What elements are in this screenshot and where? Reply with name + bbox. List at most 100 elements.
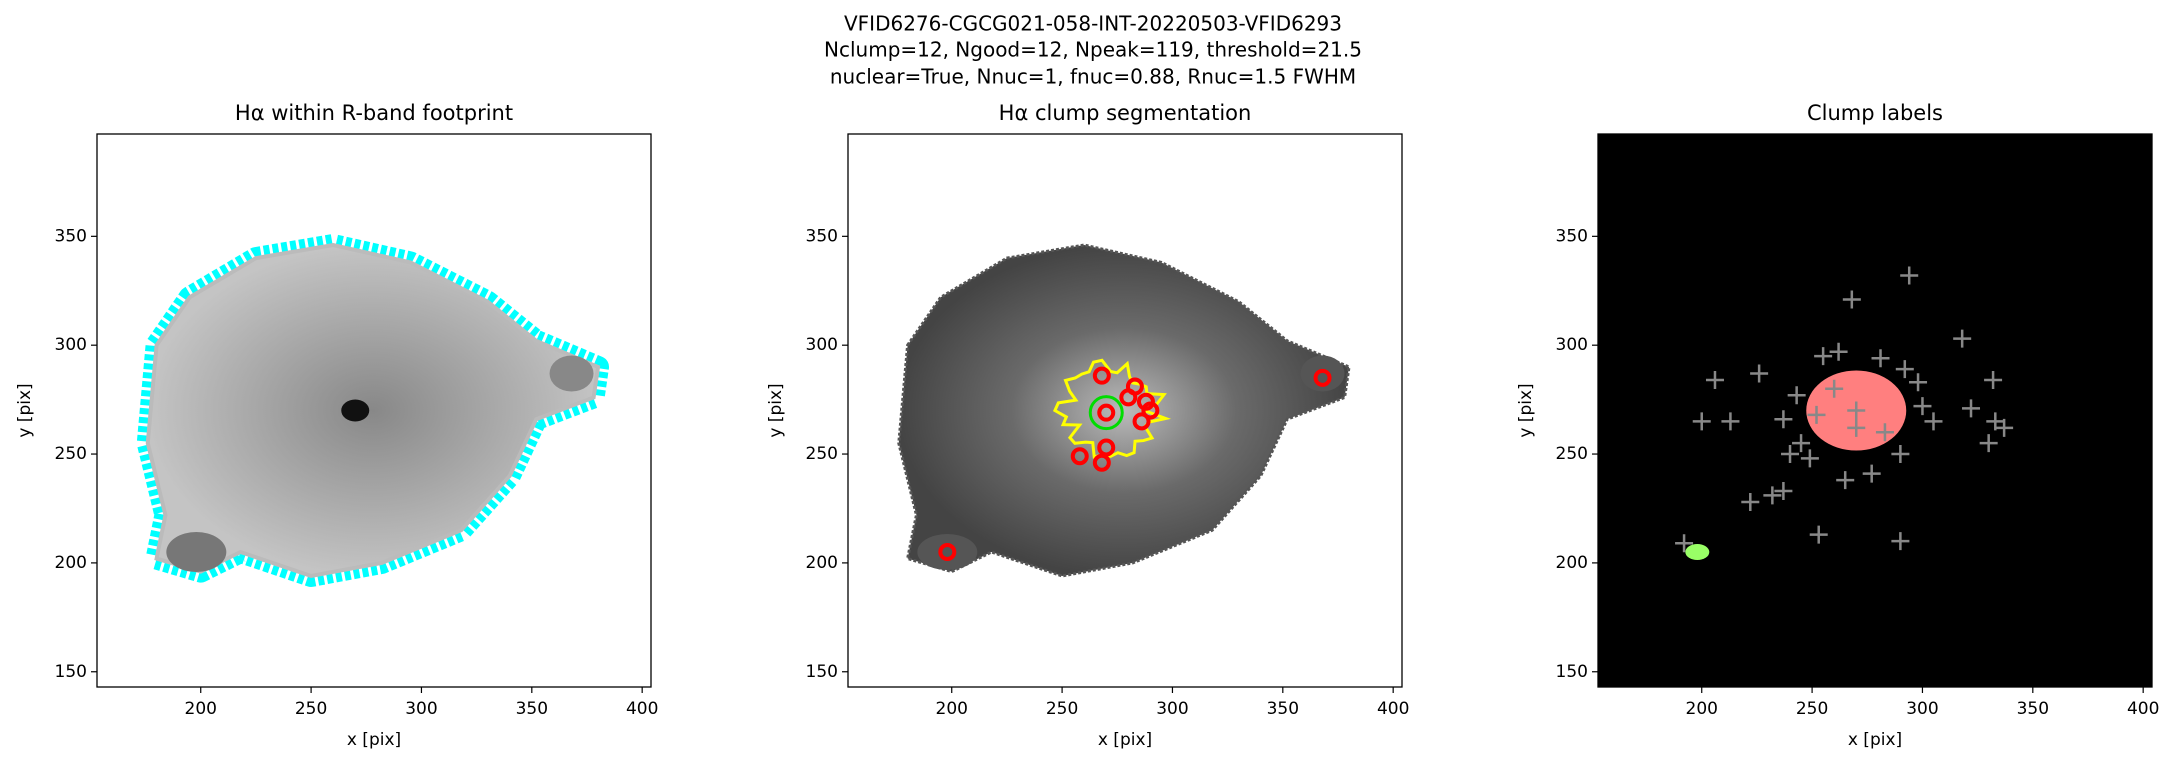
peak [1909,373,1928,392]
axes-frame [96,133,652,688]
y-tick-label: 300 [55,335,87,355]
galaxy [897,243,1351,578]
x-tick-label: 400 [626,699,658,719]
y-axis-label: y [pix] [766,383,786,437]
y-tick-label: 350 [806,226,838,246]
y-tick-label: 300 [1556,335,1588,355]
x-tick-label: 250 [295,699,327,719]
label-region [1685,544,1710,561]
y-tick-label: 150 [55,662,87,682]
peak [1750,364,1769,383]
peak [1741,492,1760,511]
panel-title: Hα within R-band footprint [235,101,513,125]
clump [1070,447,1089,466]
x-tick-label: 200 [936,699,968,719]
peak [1721,412,1740,431]
peak [1847,401,1866,420]
companion [1300,355,1345,392]
peak [1979,434,1998,453]
y-tick-label: 200 [55,553,87,573]
suptitle: Nclump=12, Ngood=12, Npeak=119, threshol… [824,38,1362,62]
peak [1787,386,1806,405]
peak [1924,412,1943,431]
peak [1891,532,1910,551]
x-tick-label: 300 [1156,699,1188,719]
y-tick-label: 350 [55,226,87,246]
y-tick-label: 150 [1556,662,1588,682]
image [97,134,651,687]
clump [1132,412,1151,431]
core [341,399,370,422]
image [1598,134,2152,687]
y-tick-label: 200 [1556,553,1588,573]
peak [1891,445,1910,464]
clump [1119,388,1138,407]
x-tick-label: 250 [1046,699,1078,719]
x-tick-label: 350 [516,699,548,719]
panel: 200 250 300 350 400 150 200 250 300 350 Hα within … [15,101,658,750]
clump [1313,368,1332,387]
clump [938,543,957,562]
x-tick-label: 350 [1267,699,1299,719]
y-tick-label: 300 [806,335,838,355]
clump [1097,403,1116,422]
peak [1875,423,1894,442]
clump [1092,366,1111,385]
x-tick-label: 400 [1377,699,1409,719]
panel-title: Hα clump segmentation [999,101,1252,125]
peak [1809,525,1828,544]
peak [1871,349,1890,368]
x-tick-label: 200 [185,699,217,719]
x-tick-label: 300 [1906,699,1938,719]
x-tick-label: 400 [2127,699,2159,719]
peak [1807,405,1826,424]
peak [1900,266,1919,285]
y-axis-label: y [pix] [15,383,35,437]
panel: 200 250 300 350 400 150 200 250 300 350 Clump labe… [1516,101,2159,750]
peak [1825,379,1844,398]
suptitle: nuclear=True, Nnuc=1, fnuc=0.88, Rnuc=1.… [830,65,1356,89]
peak [1781,445,1800,464]
peak [1829,342,1848,361]
clump [1092,453,1111,472]
peak [1836,471,1855,490]
peak [1995,418,2014,437]
x-tick-label: 300 [405,699,437,719]
peak [1847,418,1866,437]
x-axis-label: x [pix] [1098,730,1152,750]
y-tick-label: 350 [1556,226,1588,246]
y-tick-label: 250 [1556,444,1588,464]
peak [1705,371,1724,390]
peak [1913,397,1932,416]
y-tick-label: 150 [806,662,838,682]
panel-title: Clump labels [1807,101,1943,125]
peak [1962,399,1981,418]
x-axis-label: x [pix] [1848,730,1902,750]
axes-frame [1597,133,2153,688]
suptitle: VFID6276-CGCG021-058-INT-20220503-VFID62… [844,12,1342,36]
clump [1136,392,1155,411]
peak [1895,360,1914,379]
peak [1984,371,2003,390]
companion [917,534,978,571]
nucleus [1088,395,1124,431]
peak [1800,449,1819,468]
x-tick-label: 350 [2017,699,2049,719]
clump [1097,438,1116,457]
x-axis-label: x [pix] [347,730,401,750]
y-tick-label: 250 [806,444,838,464]
clump [1141,401,1160,420]
y-tick-label: 250 [55,444,87,464]
peak [1862,464,1881,483]
peak [1814,347,1833,366]
peak [1842,290,1861,309]
image [848,134,1402,687]
panel: 200 250 300 350 400 150 200 250 300 350 Hα clump s… [766,101,1409,750]
peak [1792,434,1811,453]
peak [1692,412,1711,431]
peak [1774,410,1793,429]
x-tick-label: 200 [1686,699,1718,719]
segment-contour [1052,358,1172,459]
peak [1774,482,1793,501]
